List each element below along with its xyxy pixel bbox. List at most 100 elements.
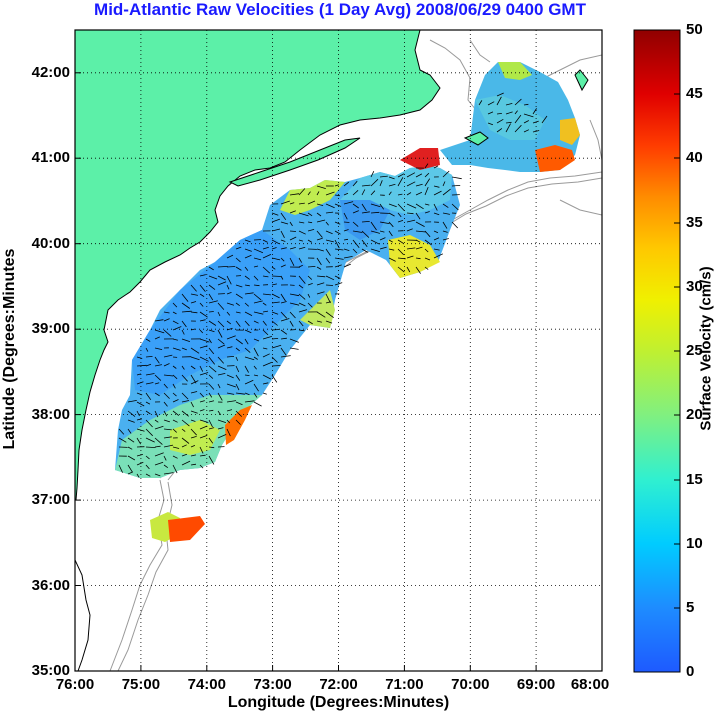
velocity-arrow	[442, 230, 448, 233]
velocity-arrow	[262, 347, 268, 350]
velocity-arrow	[136, 373, 142, 376]
velocity-arrow	[316, 191, 320, 196]
velocity-arrow	[127, 410, 136, 417]
velocity-arrow	[253, 284, 260, 287]
velocity-arrow	[424, 257, 431, 261]
velocity-arrow	[145, 401, 151, 405]
velocity-arrow	[406, 172, 416, 178]
velocity-arrow	[190, 347, 200, 354]
velocity-arrow	[352, 248, 358, 254]
velocity-arrow	[262, 392, 267, 395]
velocity-arrow	[361, 203, 367, 212]
velocity-arrow	[154, 382, 160, 385]
velocity-arrow	[145, 382, 154, 385]
velocity-arrow	[145, 347, 149, 352]
velocity-arrow	[406, 228, 413, 232]
velocity-arrow	[505, 103, 513, 106]
velocity-arrow	[343, 181, 350, 187]
velocity-arrow	[262, 353, 270, 358]
velocity-arrow	[334, 282, 343, 286]
velocity-arrow	[172, 311, 177, 315]
velocity-arrow	[280, 247, 287, 250]
velocity-arrow	[388, 257, 396, 262]
velocity-arrow	[172, 338, 179, 341]
velocity-arrow	[280, 355, 291, 358]
velocity-arrow	[397, 248, 404, 256]
x-tick-label: 74:00	[187, 676, 226, 693]
velocity-arrow	[199, 345, 208, 349]
velocity-arrow	[208, 437, 214, 444]
x-tick-label: 69:00	[516, 676, 556, 693]
velocity-arrow	[226, 356, 235, 358]
velocity-arrow	[415, 266, 421, 274]
velocity-arrow	[334, 221, 341, 225]
velocity-arrow	[208, 374, 214, 379]
velocity-arrow	[163, 410, 168, 417]
velocity-arrow	[289, 193, 300, 196]
velocity-arrow	[217, 302, 225, 310]
velocity-arrow	[181, 428, 186, 432]
colorbar-tick-label: 25	[686, 342, 703, 359]
velocity-arrow	[136, 454, 144, 457]
velocity-arrow	[424, 230, 431, 238]
velocity-arrow	[334, 275, 341, 279]
velocity-arrow	[280, 239, 286, 242]
velocity-arrow	[163, 401, 168, 407]
velocity-arrow	[307, 293, 311, 298]
velocity-arrow	[280, 337, 287, 340]
velocity-arrow	[208, 446, 215, 449]
velocity-arrow	[325, 191, 335, 196]
velocity-arrow	[433, 185, 440, 188]
velocity-arrow	[208, 455, 215, 465]
velocity-arrow	[208, 311, 214, 313]
velocity-arrow	[379, 246, 387, 250]
velocity-arrow	[253, 311, 264, 315]
velocity-arrow	[280, 221, 289, 225]
velocity-arrow	[199, 392, 205, 398]
velocity-arrow	[208, 284, 216, 290]
velocity-arrow	[163, 329, 172, 337]
velocity-arrow	[145, 356, 153, 358]
velocity-arrow	[136, 392, 143, 396]
velocity-arrow	[154, 374, 162, 381]
velocity-arrow	[271, 329, 280, 331]
velocity-arrow	[424, 248, 429, 253]
velocity-arrow	[343, 263, 351, 268]
velocity-arrow	[442, 181, 446, 187]
velocity-arrow	[496, 128, 503, 133]
velocity-arrow	[145, 455, 150, 460]
velocity-arrow	[118, 437, 127, 443]
velocity-arrow	[136, 461, 144, 466]
velocity-arrow	[523, 120, 529, 124]
velocity-arrow	[262, 275, 269, 278]
velocity-arrow	[208, 400, 215, 403]
colorbar-tick-label: 35	[686, 214, 703, 231]
velocity-arrow	[190, 311, 198, 314]
velocity-arrow	[262, 302, 267, 306]
velocity-arrow	[190, 284, 197, 292]
velocity-arrow	[244, 347, 251, 353]
velocity-arrow	[442, 221, 448, 229]
x-axis-label: Longitude (Degrees:Minutes)	[227, 694, 450, 711]
velocity-arrow	[406, 192, 412, 196]
velocity-arrow	[208, 419, 213, 428]
velocity-arrow	[181, 374, 188, 382]
velocity-field	[115, 62, 580, 542]
velocity-arrow	[163, 311, 170, 314]
velocity-arrow	[208, 409, 214, 412]
velocity-arrow	[271, 374, 278, 383]
velocity-arrow	[280, 318, 290, 322]
velocity-arrow	[406, 219, 416, 223]
velocity-arrow	[172, 326, 182, 331]
velocity-arrow	[424, 239, 432, 246]
velocity-arrow	[127, 446, 133, 450]
velocity-arrow	[172, 347, 181, 351]
velocity-arrow	[307, 212, 313, 217]
velocity-arrow	[433, 248, 440, 251]
velocity-arrow	[208, 266, 214, 271]
velocity-arrow	[253, 293, 262, 301]
velocity-arrow	[127, 455, 136, 461]
velocity-arrow	[244, 356, 255, 361]
velocity-arrow	[190, 365, 196, 370]
velocity-arrow	[235, 266, 242, 271]
